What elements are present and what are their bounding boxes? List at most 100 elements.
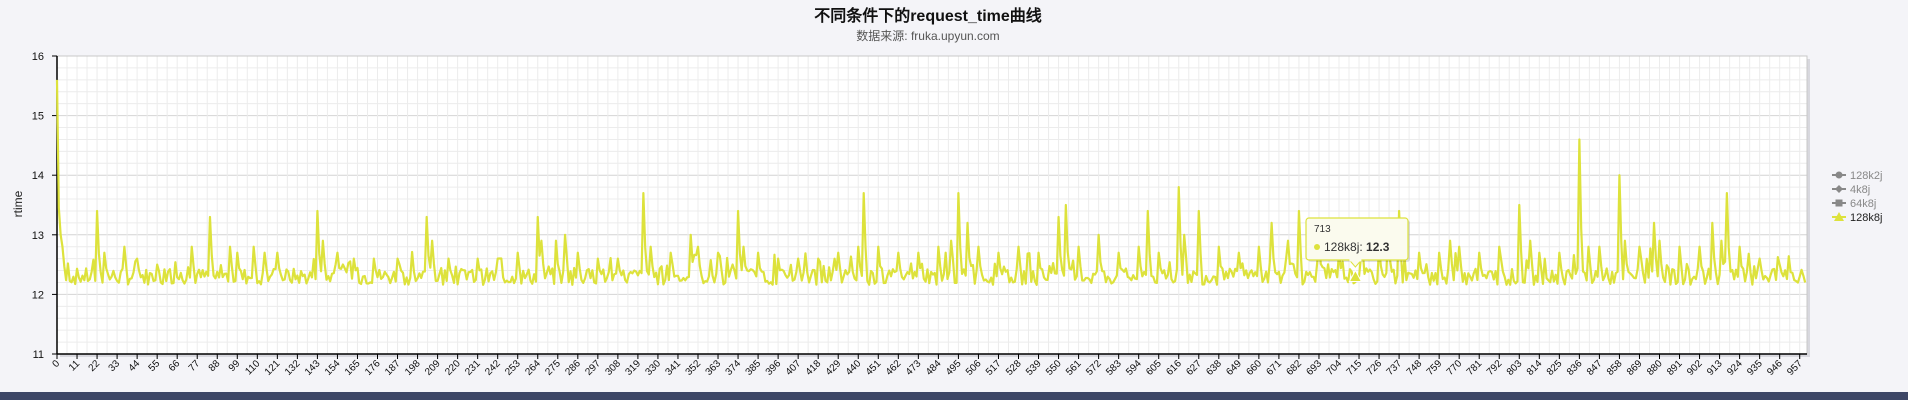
x-tick-label: 418 (804, 358, 824, 378)
x-tick-label: 605 (1144, 358, 1164, 378)
x-tick-label: 154 (323, 358, 343, 378)
x-axis: 0 11 22 33 44 55 66 77 88 99 110 121 132 143 154 165 176… (50, 353, 1807, 378)
x-tick-label: 286 (563, 358, 583, 378)
y-axis-label: rtime (11, 190, 25, 217)
x-tick-label: 858 (1605, 358, 1625, 378)
x-tick-label: 363 (704, 358, 724, 378)
x-tick-label: 583 (1104, 358, 1124, 378)
x-tick-label: 429 (824, 358, 844, 378)
x-tick-label: 308 (603, 358, 623, 378)
x-tick-label: 473 (904, 358, 924, 378)
x-tick-label: 528 (1004, 358, 1024, 378)
legend-item-128k8j[interactable]: 128k8j (1850, 212, 1882, 224)
x-tick-label: 352 (684, 358, 704, 378)
x-tick-label: 22 (87, 358, 103, 374)
y-tick-label: 15 (32, 111, 44, 123)
bottom-bar (0, 392, 1908, 400)
x-tick-label: 638 (1204, 358, 1224, 378)
x-tick-label: 891 (1665, 358, 1685, 378)
x-tick-label: 869 (1625, 358, 1645, 378)
x-tick-label: 561 (1064, 358, 1084, 378)
x-tick-label: 341 (664, 358, 684, 378)
y-tick-label: 16 (32, 51, 44, 63)
x-tick-label: 803 (1505, 358, 1525, 378)
x-tick-label: 187 (383, 358, 403, 378)
chart-title: 不同条件下的request_time曲线 (814, 6, 1042, 25)
y-tick-label: 12 (32, 289, 44, 301)
x-tick-label: 143 (303, 358, 323, 378)
x-tick-label: 506 (964, 358, 984, 378)
x-tick-label: 33 (107, 358, 123, 374)
x-tick-label: 198 (403, 358, 423, 378)
tooltip-series-label: 128k8j: 12.3 (1324, 240, 1390, 254)
y-tick-label: 14 (32, 170, 44, 182)
x-tick-label: 902 (1685, 358, 1705, 378)
x-tick-label: 814 (1525, 358, 1545, 378)
x-tick-label: 319 (623, 358, 643, 378)
tooltip-dot (1314, 244, 1320, 250)
x-tick-label: 748 (1405, 358, 1425, 378)
x-tick-label: 792 (1485, 358, 1505, 378)
x-tick-label: 660 (1244, 358, 1264, 378)
tooltip-x-label: 713 (1314, 224, 1331, 235)
x-tick-label: 0 (50, 358, 62, 370)
x-tick-label: 715 (1345, 358, 1365, 378)
x-tick-label: 847 (1585, 358, 1605, 378)
x-tick-label: 627 (1184, 358, 1204, 378)
chart-subtitle: 数据来源: fruka.upyun.com (856, 28, 999, 43)
x-tick-label: 836 (1565, 358, 1585, 378)
x-tick-label: 616 (1164, 358, 1184, 378)
x-tick-label: 209 (423, 358, 443, 378)
y-tick-label: 11 (33, 349, 44, 361)
x-tick-label: 935 (1745, 358, 1765, 378)
x-tick-label: 946 (1765, 358, 1785, 378)
x-tick-label: 77 (187, 358, 203, 374)
x-tick-label: 253 (503, 358, 523, 378)
x-tick-label: 55 (147, 358, 163, 374)
x-tick-label: 924 (1725, 358, 1745, 378)
series-128k8j (55, 79, 1807, 286)
x-tick-label: 781 (1465, 358, 1485, 378)
y-axis: 11 12 13 14 15 16 (32, 51, 58, 361)
tooltip-value: 12.3 (1366, 240, 1390, 254)
x-tick-label: 594 (1124, 358, 1144, 378)
x-tick-label: 825 (1545, 358, 1565, 378)
legend-item-4k8j[interactable]: 4k8j (1850, 184, 1870, 196)
x-tick-label: 220 (443, 358, 463, 378)
x-tick-label: 451 (864, 358, 884, 378)
legend-item-128k2j[interactable]: 128k2j (1850, 170, 1882, 182)
x-tick-label: 99 (227, 358, 243, 374)
x-tick-label: 693 (1305, 358, 1325, 378)
x-tick-label: 132 (283, 358, 303, 378)
legend-marker (1835, 171, 1843, 179)
legend-marker (1834, 212, 1844, 221)
x-tick-label: 374 (724, 358, 744, 378)
x-tick-label: 517 (984, 358, 1004, 378)
x-tick-label: 44 (127, 358, 143, 374)
legend-item-64k8j[interactable]: 64k8j (1850, 198, 1876, 210)
x-tick-label: 11 (67, 358, 82, 373)
x-tick-label: 704 (1325, 358, 1345, 378)
x-tick-label: 385 (744, 358, 764, 378)
x-tick-label: 88 (207, 358, 223, 374)
x-tick-label: 726 (1365, 358, 1385, 378)
x-tick-label: 66 (167, 358, 183, 374)
grid (56, 55, 1808, 355)
x-tick-label: 957 (1785, 358, 1805, 378)
series-line-128k8j (55, 79, 1807, 286)
legend-marker (1835, 185, 1843, 193)
plot-area (57, 56, 1810, 357)
x-tick-label: 121 (263, 358, 283, 378)
x-tick-label: 242 (483, 358, 503, 378)
x-tick-label: 550 (1044, 358, 1064, 378)
x-tick-label: 264 (523, 358, 543, 378)
x-tick-label: 572 (1084, 358, 1104, 378)
x-tick-label: 759 (1425, 358, 1445, 378)
x-tick-label: 176 (363, 358, 383, 378)
x-tick-label: 484 (924, 358, 944, 378)
legend-marker (1835, 199, 1843, 207)
x-tick-label: 913 (1705, 358, 1725, 378)
hover-marker (1348, 269, 1363, 283)
